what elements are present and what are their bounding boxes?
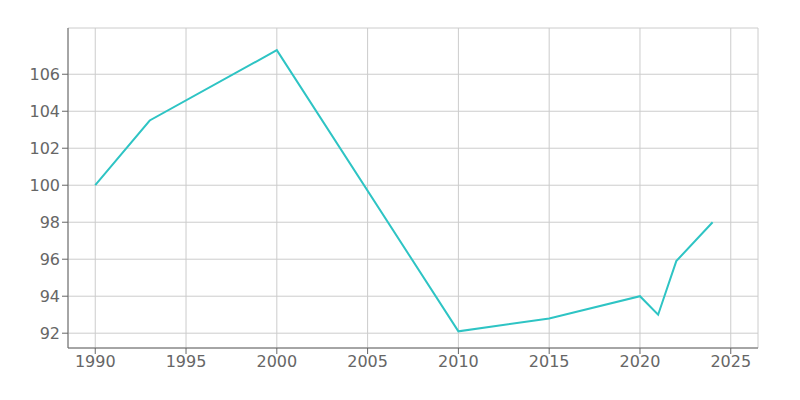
svg-text:2005: 2005 (347, 352, 388, 371)
svg-text:96: 96 (40, 250, 60, 269)
svg-text:2000: 2000 (256, 352, 297, 371)
svg-text:92: 92 (40, 324, 60, 343)
svg-text:106: 106 (29, 65, 60, 84)
svg-text:94: 94 (40, 287, 60, 306)
svg-text:2010: 2010 (438, 352, 479, 371)
svg-text:1995: 1995 (166, 352, 207, 371)
svg-text:2015: 2015 (529, 352, 570, 371)
svg-text:1990: 1990 (75, 352, 116, 371)
svg-text:102: 102 (29, 139, 60, 158)
svg-text:98: 98 (40, 213, 60, 232)
svg-text:100: 100 (29, 176, 60, 195)
svg-text:2025: 2025 (710, 352, 751, 371)
svg-text:104: 104 (29, 102, 60, 121)
svg-text:2020: 2020 (620, 352, 661, 371)
